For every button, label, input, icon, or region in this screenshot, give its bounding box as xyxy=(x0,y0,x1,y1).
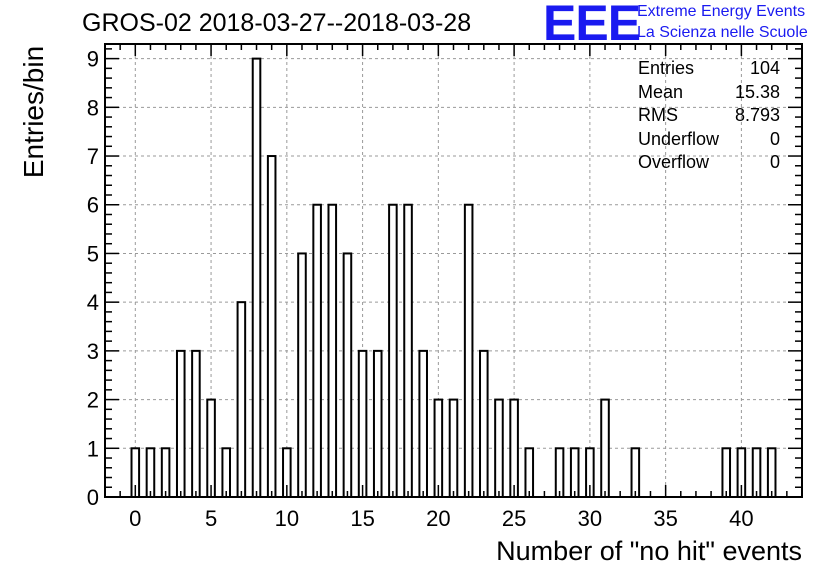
histogram-bar xyxy=(372,349,383,498)
stat-label: Mean xyxy=(638,81,684,102)
x-tick-label: 35 xyxy=(653,506,677,531)
y-tick-label: 8 xyxy=(87,95,99,120)
x-tick-label: 30 xyxy=(578,506,602,531)
histogram-bar xyxy=(388,203,398,498)
stat-row-underflow: Underflow 0 xyxy=(638,129,780,153)
y-tick-label: 4 xyxy=(87,290,99,315)
histogram-bar xyxy=(524,447,535,498)
histogram-bar xyxy=(418,349,428,498)
histogram-bar xyxy=(448,398,459,499)
histogram-bar xyxy=(206,398,216,499)
histogram-bar xyxy=(494,398,504,499)
histogram-bar xyxy=(766,447,777,498)
stat-value: 8.793 xyxy=(734,105,780,125)
stat-label: Entries xyxy=(638,58,695,78)
histogram-bar xyxy=(403,203,413,498)
y-tick-label: 3 xyxy=(87,339,99,364)
histogram-bar xyxy=(479,349,489,498)
histogram-bar xyxy=(433,398,444,499)
histogram-bar xyxy=(236,301,247,498)
stat-row-mean: Mean 15.38 xyxy=(638,82,780,106)
stat-row-entries: Entries 104 xyxy=(638,58,780,82)
y-tick-label: 5 xyxy=(87,241,99,266)
stats-box: Entries 104 Mean 15.38 RMS 8.793 Underfl… xyxy=(638,58,780,176)
x-axis-label: Number of "no hit" events xyxy=(496,536,802,566)
x-tick-label: 5 xyxy=(205,506,217,531)
histogram-bar xyxy=(221,447,232,498)
y-tick-label: 0 xyxy=(87,485,99,510)
y-tick-label: 6 xyxy=(87,193,99,218)
histogram-bar xyxy=(569,447,580,498)
x-tick-label: 25 xyxy=(502,506,526,531)
stat-row-rms: RMS 8.793 xyxy=(638,105,780,129)
histogram-bar xyxy=(266,155,277,498)
histogram-bar xyxy=(751,447,762,498)
chart-title: GROS-02 2018-03-27--2018-03-28 xyxy=(82,9,472,37)
logo-text-line1: Extreme Energy Events xyxy=(637,3,806,20)
x-tick-label: 40 xyxy=(729,506,753,531)
y-tick-label: 7 xyxy=(87,144,99,169)
x-tick-label: 20 xyxy=(426,506,450,531)
x-tick-label: 15 xyxy=(350,506,374,531)
histogram-bar xyxy=(600,398,610,499)
histogram-bar xyxy=(721,447,732,498)
histogram-bar xyxy=(160,447,171,498)
y-tick-label: 2 xyxy=(87,388,99,413)
histogram-bar xyxy=(463,203,474,498)
y-tick-label: 9 xyxy=(87,47,99,72)
histogram-bar xyxy=(251,57,262,498)
histogram-bar xyxy=(312,203,322,498)
x-tick-label: 0 xyxy=(129,506,141,531)
stat-label: RMS xyxy=(638,105,678,125)
histogram-bar xyxy=(327,203,338,498)
histogram-bar xyxy=(175,349,186,498)
histogram-bar xyxy=(630,447,641,498)
stat-value: 0 xyxy=(769,152,780,172)
stat-label: Overflow xyxy=(638,152,710,172)
histogram-bar xyxy=(342,252,353,498)
eee-logo: EEE xyxy=(543,0,641,51)
stat-value: 104 xyxy=(749,58,780,78)
histogram-bar xyxy=(297,252,307,498)
stat-value: 15.38 xyxy=(734,81,780,102)
histogram-bar xyxy=(145,447,156,498)
histogram-bar xyxy=(509,398,519,499)
histogram-bar xyxy=(554,447,565,498)
y-tick-label: 1 xyxy=(87,436,99,461)
histogram-bar xyxy=(191,349,201,498)
stat-label: Underflow xyxy=(638,128,720,149)
logo-text-line2: La Scienza nelle Scuole xyxy=(637,24,808,41)
x-tick-label: 10 xyxy=(275,506,299,531)
stat-value: 0 xyxy=(769,128,780,149)
stat-row-overflow: Overflow 0 xyxy=(638,152,780,176)
histogram-bar xyxy=(357,349,368,498)
